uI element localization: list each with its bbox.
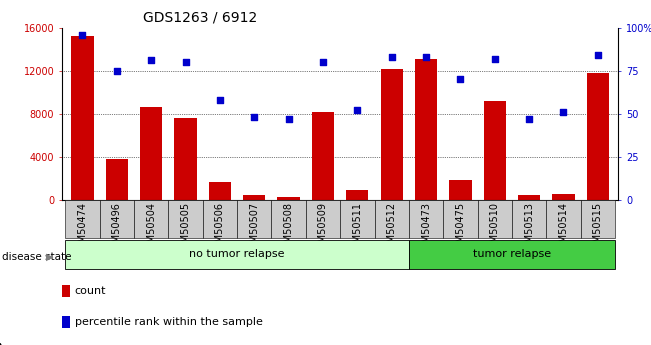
Bar [443,200,478,238]
Bar [65,240,409,269]
Bar [409,240,615,269]
Bar [518,195,540,200]
Bar [134,200,169,238]
Bar [374,200,409,238]
Bar [340,200,374,238]
Bar [100,200,134,238]
Point [180,59,191,65]
Text: GSM50511: GSM50511 [352,202,363,255]
Point [111,68,122,73]
Bar [271,200,306,238]
Bar [346,190,368,200]
Bar [140,107,162,200]
Point [592,52,603,58]
Bar [105,159,128,200]
Bar [277,197,299,200]
Text: GSM50509: GSM50509 [318,202,328,255]
Text: ▶: ▶ [46,252,53,262]
Bar [174,118,197,200]
Bar [243,195,266,200]
Point [215,97,225,103]
Point [318,59,328,65]
Text: GSM50506: GSM50506 [215,202,225,255]
Text: GSM50507: GSM50507 [249,202,259,255]
Bar [72,36,94,200]
Point [249,115,260,120]
Bar [478,200,512,238]
Point [387,54,397,60]
Text: tumor relapse: tumor relapse [473,249,551,259]
Text: GSM50510: GSM50510 [490,202,500,255]
Text: GSM50475: GSM50475 [456,202,465,255]
Text: no tumor relapse: no tumor relapse [189,249,285,259]
Bar [237,200,271,238]
Point [455,77,465,82]
Text: disease state: disease state [2,252,72,262]
Point [524,116,534,122]
Text: GSM50496: GSM50496 [112,202,122,255]
Text: GSM50505: GSM50505 [180,202,191,255]
Bar [312,112,334,200]
Text: count: count [75,286,106,296]
Bar [449,180,471,200]
Text: GSM50514: GSM50514 [559,202,568,255]
Text: GSM50508: GSM50508 [284,202,294,255]
Bar [65,200,100,238]
Text: GSM50474: GSM50474 [77,202,87,255]
Point [146,58,156,63]
Bar [415,59,437,200]
Bar [581,200,615,238]
Bar [512,200,546,238]
Point [283,116,294,122]
Text: GSM50504: GSM50504 [146,202,156,255]
Point [490,56,500,61]
Text: GSM50513: GSM50513 [524,202,534,255]
Point [352,108,363,113]
Bar [484,101,506,200]
Point [421,54,431,60]
Bar [381,69,403,200]
Bar [209,182,231,200]
Bar [587,73,609,200]
Bar [306,200,340,238]
Text: GSM50473: GSM50473 [421,202,431,255]
Bar [409,200,443,238]
Bar [546,200,581,238]
Bar [552,194,575,200]
Bar [169,200,202,238]
Point [559,109,569,115]
Bar [202,200,237,238]
Text: GDS1263 / 6912: GDS1263 / 6912 [143,10,257,24]
Text: GSM50515: GSM50515 [593,202,603,255]
Text: GSM50512: GSM50512 [387,202,396,255]
Text: percentile rank within the sample: percentile rank within the sample [75,317,263,327]
Point [77,32,88,37]
